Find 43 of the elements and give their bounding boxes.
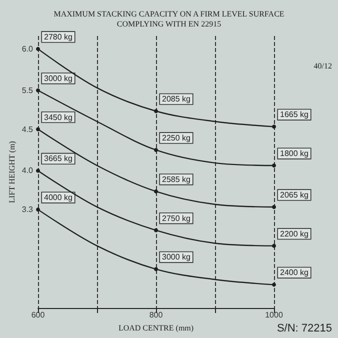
- point: [36, 168, 40, 173]
- point: [154, 148, 158, 152]
- x-tick-label: 800: [149, 310, 164, 320]
- x-axis-title: LOAD CENTRE (mm): [118, 323, 194, 332]
- point: [272, 282, 276, 287]
- annotation: 3450 kg: [44, 112, 72, 122]
- text: 40/12: [314, 62, 332, 70]
- series-label: 6.0: [22, 44, 34, 54]
- point: [154, 109, 158, 114]
- annotation: 3000 kg: [162, 252, 190, 262]
- annotation: 2780 kg: [44, 32, 72, 42]
- point: [272, 204, 276, 209]
- annotation: 3665 kg: [44, 154, 72, 164]
- point: [154, 228, 158, 232]
- annotation: 2085 kg: [162, 94, 190, 104]
- point: [36, 127, 40, 132]
- annotation: 1800 kg: [280, 149, 308, 158]
- annotation: 2200 kg: [280, 229, 308, 238]
- point: [36, 88, 40, 92]
- point: [272, 124, 276, 129]
- text: S/N: 72215: [276, 322, 332, 334]
- annotation: 2750 kg: [162, 214, 190, 223]
- chart-title: MAXIMUM STACKING CAPACITY ON A FIRM LEVEL SURFACE COMPLYING WITH EN 22915: [54, 10, 284, 28]
- point: [154, 189, 158, 194]
- point: [272, 164, 276, 168]
- point: [154, 267, 158, 272]
- series-label: 3.3: [22, 205, 34, 214]
- annotation: 4000 kg: [44, 193, 72, 202]
- annotation: 2400 kg: [280, 268, 308, 278]
- annotation: 1665 kg: [280, 110, 308, 120]
- point: [36, 46, 40, 51]
- x-tick-label: 600: [31, 310, 46, 320]
- series-label: 4.0: [22, 166, 34, 176]
- annotation: 2065 kg: [280, 190, 308, 200]
- series-label: 5.5: [22, 86, 34, 95]
- point: [272, 244, 276, 248]
- x-tick-label: 1000: [265, 310, 284, 320]
- series-label: 4.5: [22, 124, 34, 134]
- point: [36, 208, 40, 212]
- annotation: 3000 kg: [44, 74, 72, 83]
- annotation: 2585 kg: [162, 174, 190, 184]
- annotation: 2250 kg: [162, 133, 190, 142]
- y-axis-title: LIFT HEIGHT (m): [8, 140, 16, 203]
